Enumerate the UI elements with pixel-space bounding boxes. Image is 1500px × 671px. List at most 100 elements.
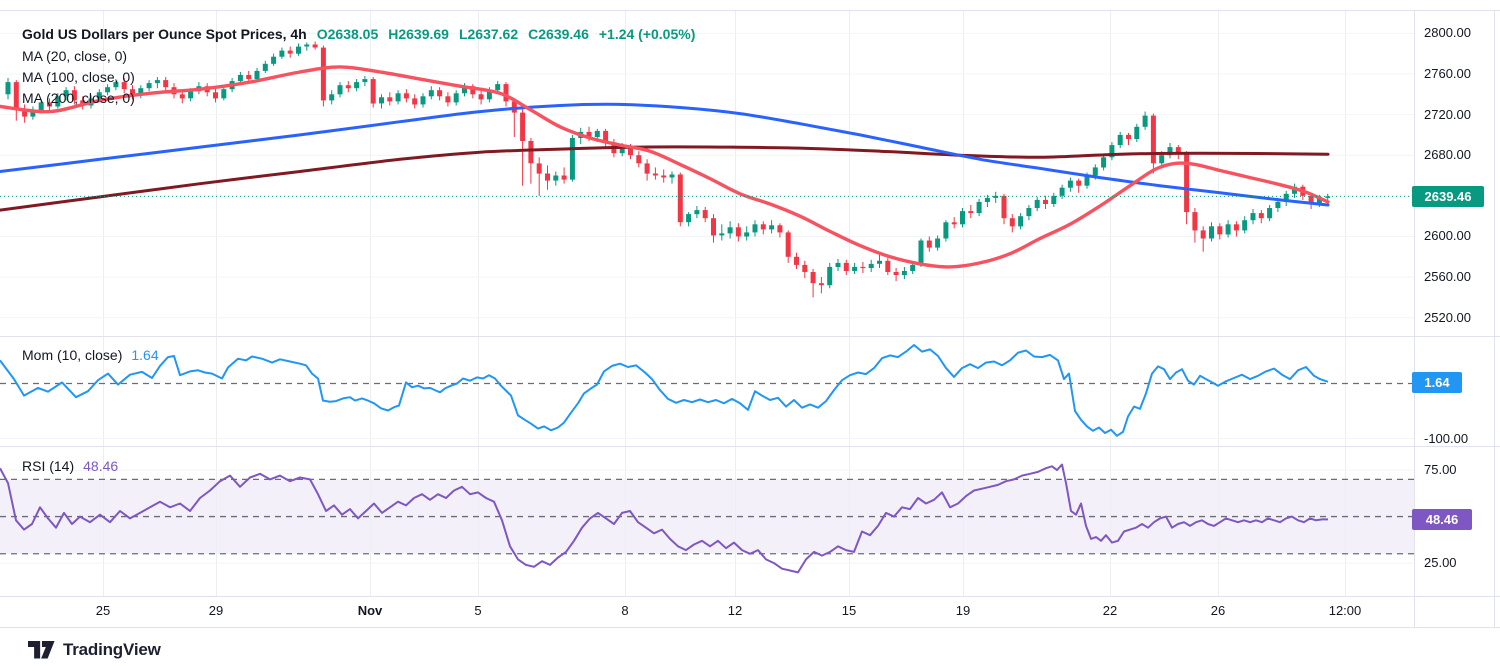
candle-body	[237, 75, 243, 82]
candle-body	[130, 89, 135, 96]
candle-body	[735, 227, 741, 237]
candle-body	[1242, 220, 1248, 231]
candle-body	[445, 96, 451, 103]
time-axis-label: 19	[955, 603, 971, 618]
candle-body	[254, 70, 260, 79]
candle-body	[320, 47, 326, 101]
candle-body	[287, 50, 293, 54]
candle-body	[1142, 115, 1148, 127]
candle-body	[1067, 180, 1073, 188]
candle-body	[744, 232, 750, 237]
candle-body	[345, 85, 351, 89]
candle-body	[138, 88, 144, 96]
high-value: H2639.69	[388, 26, 449, 42]
candle-body	[403, 93, 409, 99]
candle-body	[47, 102, 52, 107]
candle-body	[727, 227, 733, 234]
candle-body	[968, 211, 974, 214]
candle-body	[644, 163, 650, 174]
candle-body	[561, 175, 567, 180]
ma200-legend[interactable]: MA (200, close, 0)	[22, 90, 135, 106]
rsi-label[interactable]: RSI (14)	[22, 458, 75, 474]
candle-body	[794, 256, 799, 265]
candle-body	[1192, 212, 1198, 231]
candle-body	[221, 89, 227, 99]
candle-body	[370, 79, 376, 104]
ma100-legend[interactable]: MA (100, close, 0)	[22, 69, 135, 85]
momentum-label[interactable]: Mom (10, close)	[22, 347, 123, 363]
candle-body	[246, 75, 252, 80]
candle-body	[1001, 195, 1007, 219]
last-price-badge: 2639.46	[1412, 185, 1484, 207]
candle-body	[296, 46, 301, 54]
candle-body	[536, 163, 542, 174]
candle-body	[586, 131, 592, 137]
candle-body	[1109, 145, 1115, 158]
candle-body	[213, 92, 218, 99]
rsi-tick-label: 75.00	[1424, 462, 1457, 478]
candle-body	[686, 214, 692, 223]
candle-body	[1034, 199, 1040, 208]
time-axis-label: 12	[727, 603, 743, 618]
candle-body	[1009, 218, 1015, 227]
candle-body	[669, 174, 675, 178]
ohlc-values: O2638.05 H2639.69 L2637.62 C2639.46 +1.2…	[317, 26, 696, 42]
candle-body	[984, 197, 990, 202]
candle-body	[1184, 153, 1190, 213]
candle-body	[1316, 197, 1322, 204]
candle-body	[1225, 224, 1231, 235]
low-value: L2637.62	[458, 26, 519, 42]
price-tick-label: 2520.00	[1424, 309, 1471, 325]
candle-body	[760, 224, 766, 230]
time-axis[interactable]: 25 29 Nov 5 8 12 15 19 22 26 12:00	[0, 597, 1414, 627]
time-axis-label: 12:00	[1328, 603, 1362, 618]
candle-body	[1076, 180, 1082, 186]
candle-body	[852, 266, 858, 271]
candle-body	[495, 84, 501, 91]
candle-body	[569, 138, 575, 180]
candle-body	[262, 63, 268, 71]
candle-body	[835, 262, 841, 267]
candle-body	[1084, 175, 1090, 186]
candle-body	[827, 266, 833, 286]
candle-body	[1059, 187, 1065, 196]
candle-body	[1101, 157, 1107, 168]
candle-body	[619, 146, 625, 154]
rsi-tick-label: 25.00	[1424, 555, 1457, 571]
candle-body	[1092, 167, 1098, 176]
time-axis-label: 29	[208, 603, 224, 618]
ma20-legend[interactable]: MA (20, close, 0)	[22, 48, 128, 64]
candle-body	[752, 224, 758, 233]
candle-body	[661, 175, 667, 178]
candle-body	[5, 82, 11, 95]
candle-body	[1018, 216, 1024, 227]
tradingview-watermark[interactable]: TradingView	[28, 640, 161, 660]
price-tick-label: 2680.00	[1424, 147, 1471, 163]
candle-body	[885, 260, 891, 272]
symbol-title[interactable]: Gold US Dollars per Ounce Spot Prices, 4…	[22, 26, 307, 42]
candle-body	[1258, 213, 1264, 219]
momentum-value: 1.64	[131, 347, 159, 363]
price-axis[interactable]: 2639.46 1.64 48.46 2800.00 2760.00 2720.00…	[1412, 0, 1500, 627]
candle-body	[777, 225, 783, 233]
candle-body	[1209, 226, 1214, 239]
candle-body	[420, 96, 426, 105]
open-value: O2638.05	[316, 26, 379, 42]
candle-body	[1051, 195, 1057, 204]
candle-body	[528, 141, 534, 164]
candle-body	[462, 86, 467, 94]
candle-body	[1134, 126, 1140, 139]
candle-body	[910, 264, 916, 271]
candle-body	[1026, 208, 1032, 217]
candle-body	[1325, 196, 1331, 198]
candle-body	[121, 82, 127, 90]
candle-body	[30, 110, 36, 117]
candle-body	[719, 233, 725, 236]
candle-body	[453, 93, 459, 103]
candle-body	[279, 50, 285, 57]
price-tick-label: 2800.00	[1424, 25, 1471, 41]
ma100-line	[0, 102, 1330, 207]
candle-body	[437, 90, 443, 97]
